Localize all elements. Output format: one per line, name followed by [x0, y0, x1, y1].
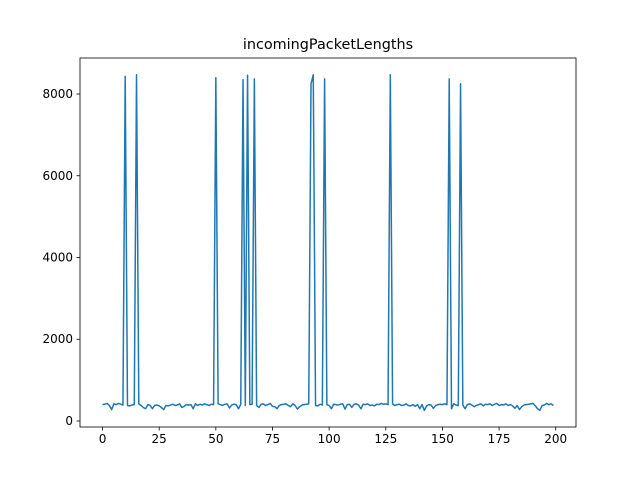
- x-tick-label: 100: [318, 432, 341, 446]
- chart-title: incomingPacketLengths: [243, 37, 413, 53]
- y-tick-label: 2000: [42, 332, 73, 346]
- x-tick-label: 50: [208, 432, 223, 446]
- plot-frame: [79, 57, 577, 428]
- y-tick-label: 8000: [42, 87, 73, 101]
- x-tick-label: 125: [374, 432, 397, 446]
- x-tick-label: 25: [152, 432, 167, 446]
- data-line: [102, 74, 554, 412]
- x-tick-label: 75: [265, 432, 280, 446]
- y-tick-label: 4000: [42, 251, 73, 265]
- x-tick-label: 200: [544, 432, 567, 446]
- y-tick-label: 6000: [42, 169, 73, 183]
- x-tick-label: 0: [99, 432, 107, 446]
- x-tick-label: 175: [488, 432, 511, 446]
- y-tick-label: 0: [65, 414, 73, 428]
- x-tick-label: 150: [431, 432, 454, 446]
